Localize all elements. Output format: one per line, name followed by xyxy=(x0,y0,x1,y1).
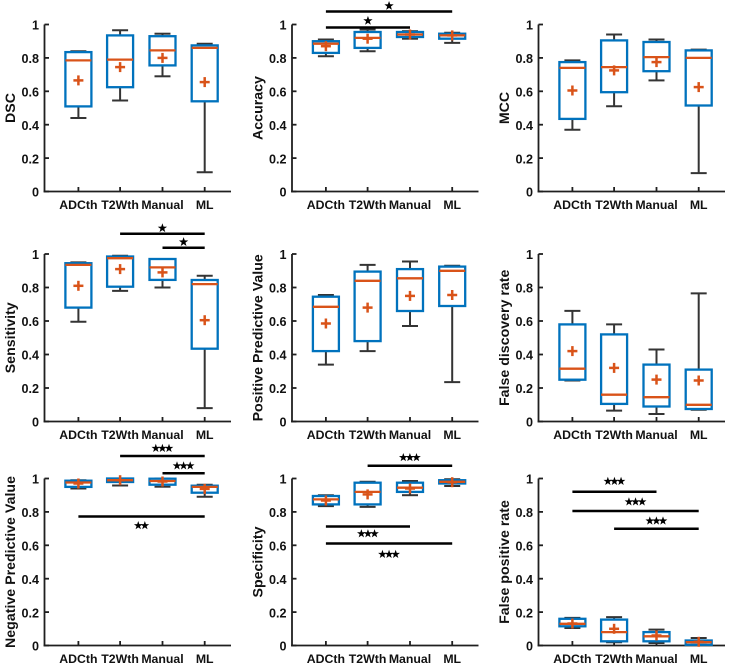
svg-text:0.8: 0.8 xyxy=(269,52,287,66)
svg-text:ML: ML xyxy=(196,198,214,212)
svg-text:0.8: 0.8 xyxy=(515,506,533,520)
svg-text:0: 0 xyxy=(526,640,533,654)
svg-text:ML: ML xyxy=(690,198,708,212)
svg-text:0.6: 0.6 xyxy=(515,540,533,554)
svg-text:0.2: 0.2 xyxy=(21,606,39,620)
svg-text:0.2: 0.2 xyxy=(515,152,533,166)
svg-text:T2Wth: T2Wth xyxy=(101,652,139,666)
svg-text:DSC: DSC xyxy=(3,93,19,123)
svg-text:Manual: Manual xyxy=(141,428,183,442)
svg-text:0: 0 xyxy=(32,640,39,654)
svg-text:ML: ML xyxy=(690,652,708,666)
svg-text:Manual: Manual xyxy=(141,198,183,212)
svg-text:0.8: 0.8 xyxy=(515,52,533,66)
svg-text:Manual: Manual xyxy=(635,652,677,666)
svg-text:0.8: 0.8 xyxy=(21,282,39,296)
svg-text:Manual: Manual xyxy=(389,198,431,212)
svg-text:0.2: 0.2 xyxy=(21,382,39,396)
svg-text:0.8: 0.8 xyxy=(21,52,39,66)
svg-text:0: 0 xyxy=(279,186,286,200)
svg-text:0.2: 0.2 xyxy=(269,382,287,396)
svg-text:False positive rate: False positive rate xyxy=(497,500,513,624)
svg-text:ML: ML xyxy=(196,428,214,442)
svg-text:0: 0 xyxy=(32,186,39,200)
svg-text:0.6: 0.6 xyxy=(21,315,39,329)
svg-text:0.8: 0.8 xyxy=(269,282,287,296)
svg-text:0.6: 0.6 xyxy=(21,86,39,100)
svg-text:Negative Predictive Value: Negative Predictive Value xyxy=(3,476,19,648)
svg-text:ADCth: ADCth xyxy=(59,198,97,212)
svg-text:Manual: Manual xyxy=(635,428,677,442)
svg-text:0.6: 0.6 xyxy=(269,540,287,554)
svg-text:0.4: 0.4 xyxy=(515,119,533,133)
svg-text:T2Wth: T2Wth xyxy=(101,428,139,442)
svg-text:0: 0 xyxy=(526,186,533,200)
svg-text:0.4: 0.4 xyxy=(515,573,533,587)
svg-text:ML: ML xyxy=(443,428,461,442)
svg-text:Manual: Manual xyxy=(389,428,431,442)
svg-text:ML: ML xyxy=(196,652,214,666)
svg-text:1: 1 xyxy=(526,248,533,262)
svg-text:MCC: MCC xyxy=(497,92,513,124)
svg-text:ADCth: ADCth xyxy=(553,198,591,212)
svg-text:ML: ML xyxy=(690,428,708,442)
svg-text:0.8: 0.8 xyxy=(21,506,39,520)
svg-text:ML: ML xyxy=(443,652,461,666)
svg-text:T2Wth: T2Wth xyxy=(595,428,633,442)
svg-text:0.4: 0.4 xyxy=(21,119,39,133)
svg-text:0: 0 xyxy=(526,416,533,430)
svg-text:1: 1 xyxy=(526,473,533,487)
svg-text:0: 0 xyxy=(279,416,286,430)
svg-text:0.4: 0.4 xyxy=(21,349,39,363)
svg-text:0.6: 0.6 xyxy=(515,315,533,329)
svg-text:1: 1 xyxy=(279,473,286,487)
svg-text:Sensitivity: Sensitivity xyxy=(3,302,19,373)
svg-text:0.6: 0.6 xyxy=(269,86,287,100)
svg-text:0.4: 0.4 xyxy=(21,573,39,587)
svg-text:ADCth: ADCth xyxy=(553,428,591,442)
svg-text:T2Wth: T2Wth xyxy=(349,652,387,666)
svg-text:0.8: 0.8 xyxy=(269,506,287,520)
svg-text:False discovery rate: False discovery rate xyxy=(497,269,513,406)
svg-text:0.4: 0.4 xyxy=(269,119,287,133)
svg-text:1: 1 xyxy=(32,248,39,262)
svg-text:0.6: 0.6 xyxy=(21,540,39,554)
svg-text:1: 1 xyxy=(32,473,39,487)
svg-text:ADCth: ADCth xyxy=(307,428,345,442)
svg-text:0.2: 0.2 xyxy=(269,152,287,166)
svg-text:1: 1 xyxy=(279,19,286,33)
svg-text:T2Wth: T2Wth xyxy=(349,198,387,212)
svg-text:1: 1 xyxy=(279,248,286,262)
svg-text:T2Wth: T2Wth xyxy=(101,198,139,212)
svg-text:Manual: Manual xyxy=(389,652,431,666)
svg-text:0.4: 0.4 xyxy=(269,349,287,363)
svg-text:Manual: Manual xyxy=(635,198,677,212)
svg-text:0.2: 0.2 xyxy=(515,606,533,620)
svg-text:ADCth: ADCth xyxy=(59,652,97,666)
svg-text:0: 0 xyxy=(32,416,39,430)
svg-text:1: 1 xyxy=(526,19,533,33)
svg-text:0.2: 0.2 xyxy=(21,152,39,166)
svg-text:ADCth: ADCth xyxy=(307,652,345,666)
svg-text:0.4: 0.4 xyxy=(515,349,533,363)
svg-text:Accuracy: Accuracy xyxy=(251,76,267,140)
svg-text:T2Wth: T2Wth xyxy=(595,198,633,212)
svg-text:T2Wth: T2Wth xyxy=(595,652,633,666)
svg-text:0.4: 0.4 xyxy=(269,573,287,587)
svg-text:ADCth: ADCth xyxy=(307,198,345,212)
svg-text:Specificity: Specificity xyxy=(251,526,267,597)
svg-text:ML: ML xyxy=(443,198,461,212)
svg-text:0.2: 0.2 xyxy=(269,606,287,620)
svg-text:0.6: 0.6 xyxy=(515,86,533,100)
svg-text:ADCth: ADCth xyxy=(59,428,97,442)
svg-text:0.6: 0.6 xyxy=(269,315,287,329)
svg-text:0.8: 0.8 xyxy=(515,282,533,296)
svg-text:Manual: Manual xyxy=(141,652,183,666)
svg-text:1: 1 xyxy=(32,19,39,33)
svg-text:Positive Predictive Value: Positive Predictive Value xyxy=(251,254,267,421)
svg-text:T2Wth: T2Wth xyxy=(349,428,387,442)
svg-text:0.2: 0.2 xyxy=(515,382,533,396)
svg-text:ADCth: ADCth xyxy=(553,652,591,666)
svg-text:0: 0 xyxy=(279,640,286,654)
